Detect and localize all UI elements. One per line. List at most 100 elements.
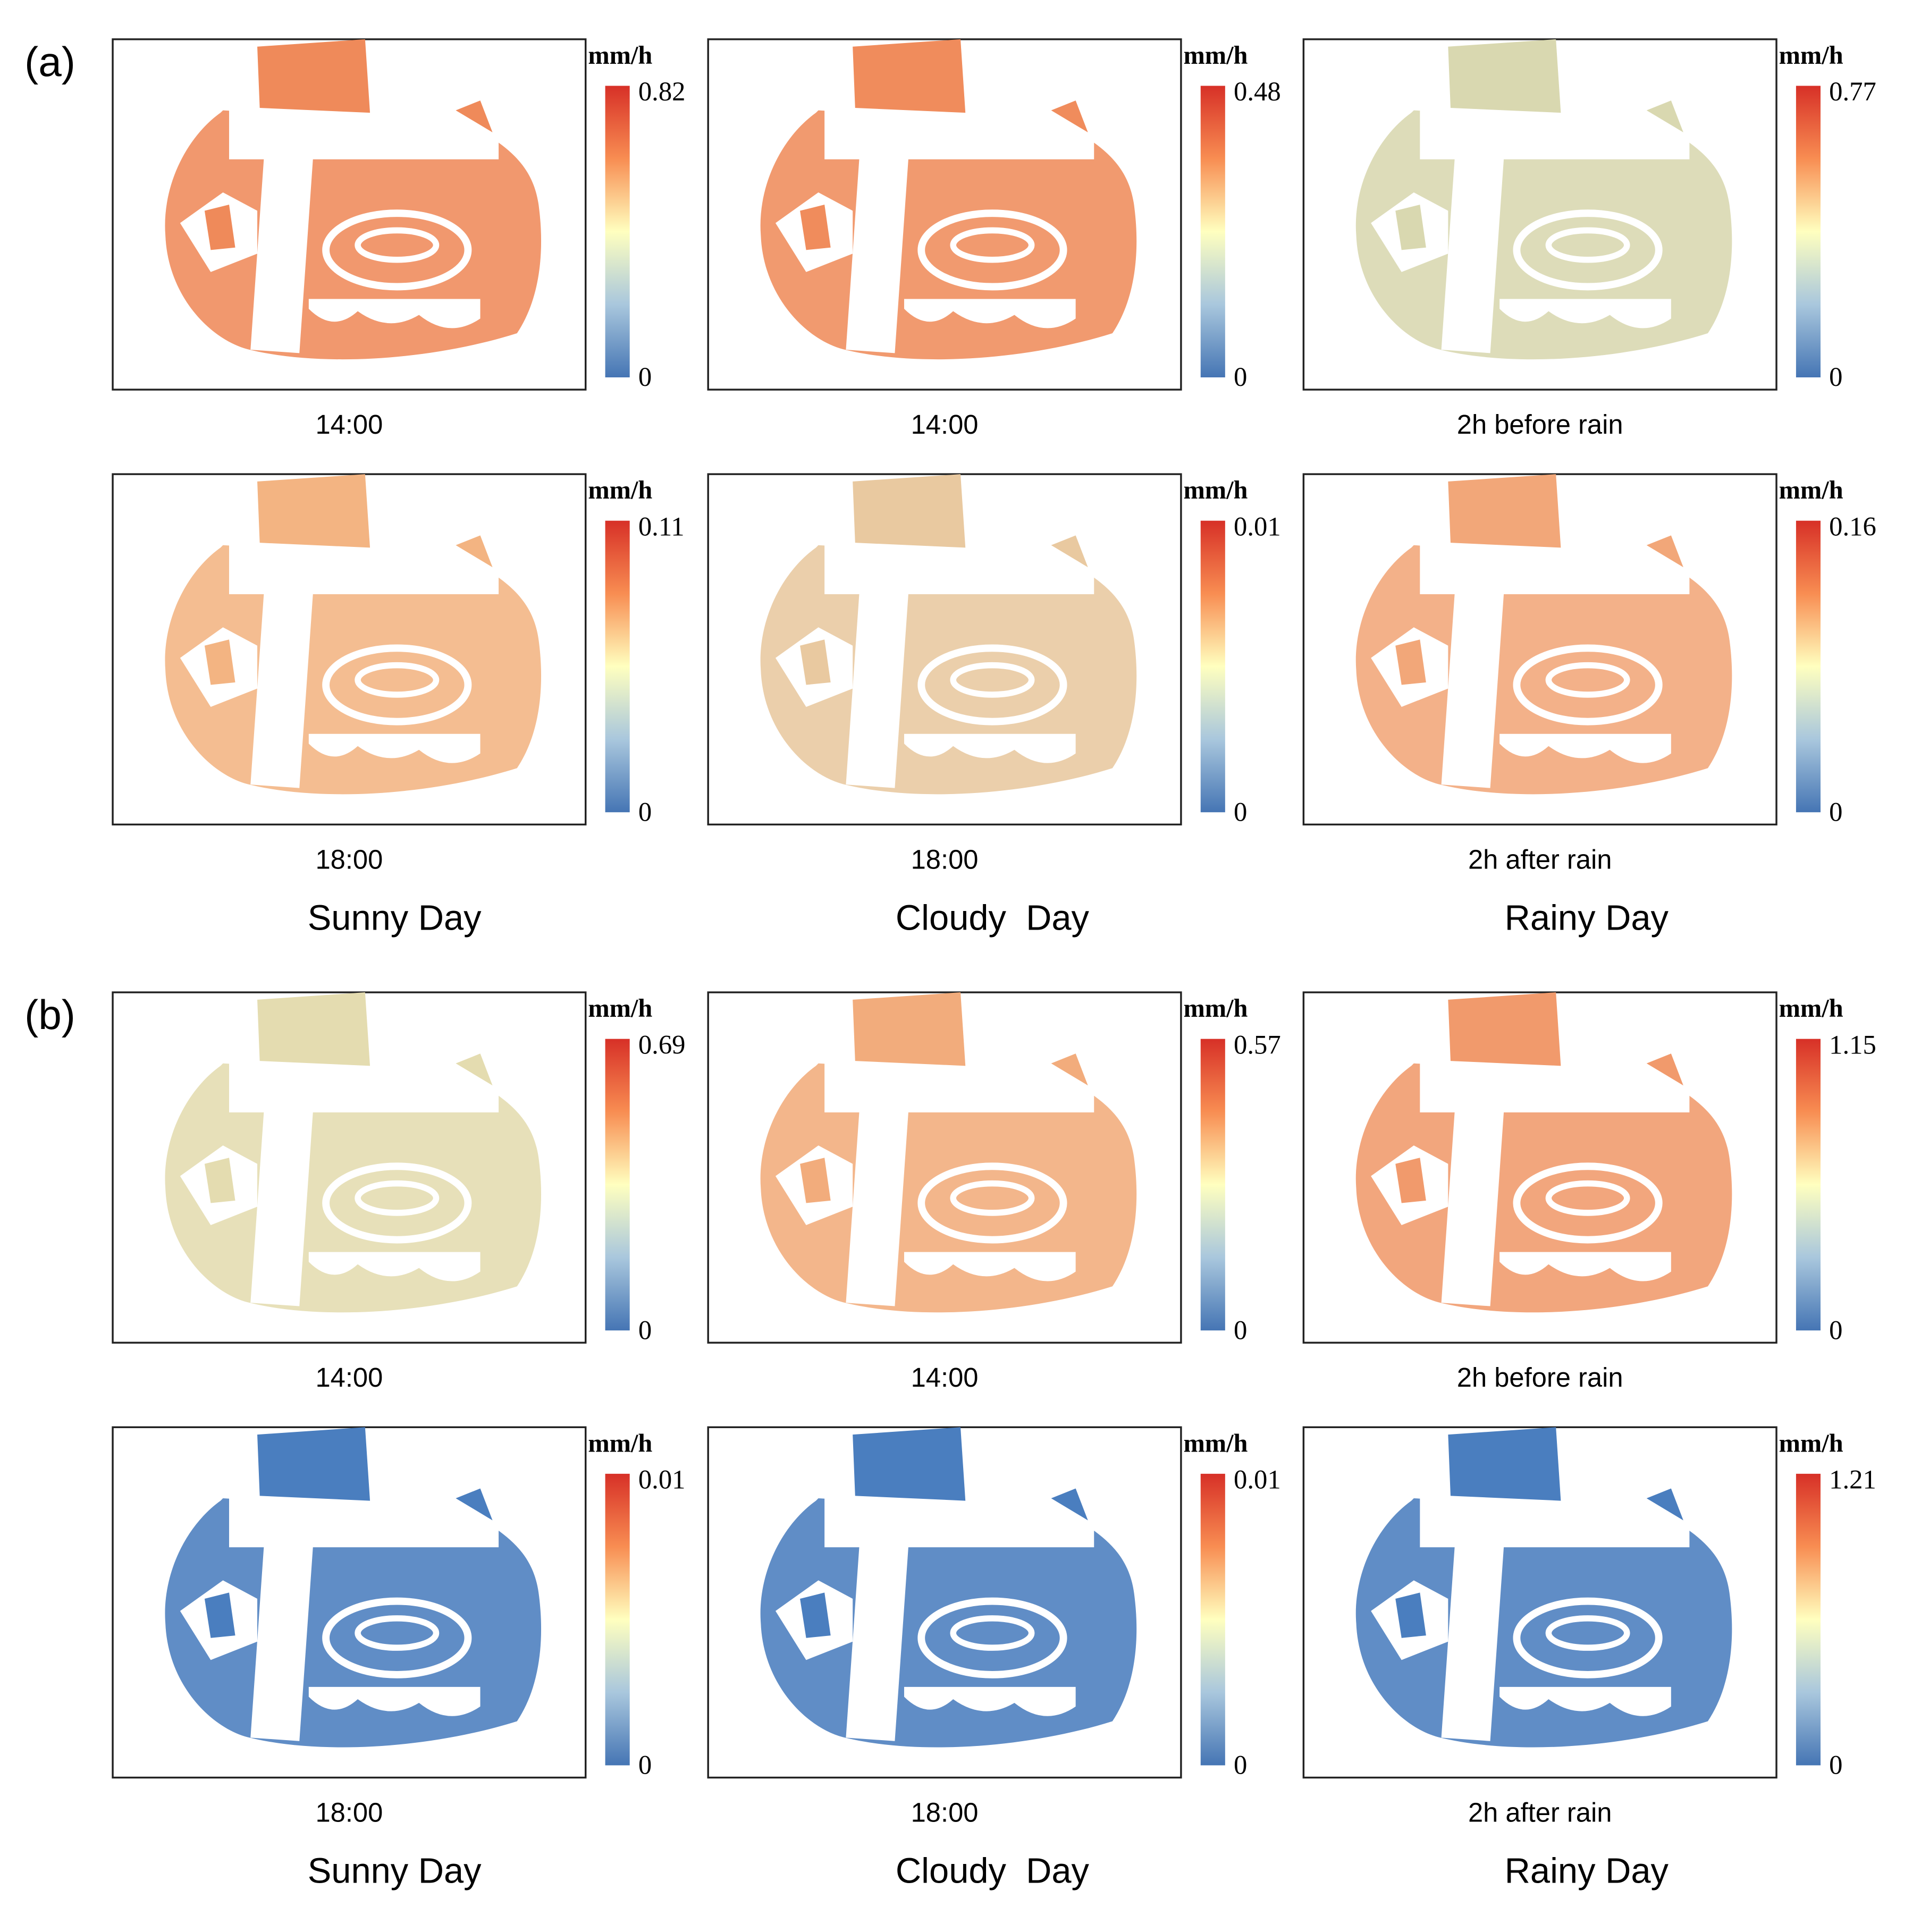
unit-label: mm/h [1183,41,1248,70]
map-cutout [250,1107,313,1306]
map [760,39,1137,360]
time-label: 2h before rain [1457,409,1623,440]
map-ring [355,1615,440,1651]
time-label: 18:00 [315,1797,383,1827]
colorbar-min: 0 [1829,1315,1842,1345]
colorbar-max: 0.69 [638,1030,686,1059]
colorbar-min: 0 [1234,1315,1247,1345]
map-ring [322,1162,472,1244]
map-panel: mm/h 1.21 0 2h after rain [1302,1426,1876,1827]
map-block [1051,1488,1088,1521]
map-cutout [250,1542,313,1741]
time-label: 18:00 [315,844,383,874]
map-cutout [204,205,235,250]
map-cutout [308,1686,481,1716]
map-block [257,474,370,548]
colorbar [1796,86,1821,378]
map-block [853,992,966,1066]
colorbar [1200,86,1225,378]
map-panel: mm/h 0.01 0 18:00 [707,473,1281,874]
day-label: Cloudy Day [896,898,1090,938]
time-label: 18:00 [911,1797,979,1827]
map-ring [1513,209,1663,291]
map [1355,1427,1732,1748]
map-cutout [204,1592,235,1638]
colorbar-max: 0.77 [1829,77,1876,106]
map-block [1051,1053,1088,1086]
colorbar-min: 0 [1234,1750,1247,1780]
map-cutout [800,205,831,250]
map-block [853,474,966,548]
day-label: Rainy Day [1505,898,1669,938]
map-block [456,100,493,133]
map-ring [1513,1162,1663,1244]
map-ring [322,644,472,725]
map-cutout [1395,1592,1426,1638]
map-ring [950,1180,1035,1216]
colorbar-min: 0 [638,797,652,826]
colorbar [1200,520,1225,813]
unit-label: mm/h [1779,41,1843,70]
map-cutout [1395,1158,1426,1203]
colorbar [605,1039,630,1331]
colorbar-min: 0 [1829,362,1842,392]
time-label: 2h after rain [1468,1797,1612,1827]
map-ring [355,227,440,263]
map-block [257,1427,370,1501]
day-label: Rainy Day [1505,1851,1669,1891]
map [165,992,542,1313]
map-block [1448,474,1561,548]
map-block [1448,1427,1561,1501]
map-ring [1513,644,1663,725]
colorbar-max: 0.48 [1234,77,1281,106]
map-ring [950,662,1035,698]
colorbar-max: 0.01 [1234,1465,1281,1495]
colorbar [1796,1039,1821,1331]
unit-label: mm/h [588,994,652,1023]
map-block [853,1427,966,1501]
map-block [1646,1053,1683,1086]
colorbar-max: 0.01 [638,1465,686,1495]
map-cutout [1441,1107,1504,1306]
map-panel: mm/h 0.82 0 14:00 [112,38,686,440]
day-label: Sunny Day [308,1851,482,1891]
map-cutout [250,589,313,788]
map-ring [322,209,472,291]
colorbar-max: 0.16 [1829,511,1876,541]
map-panel: mm/h 0.69 0 14:00 [112,991,686,1393]
map [1355,39,1732,360]
time-label: 2h before rain [1457,1362,1623,1393]
map [760,992,1137,1313]
unit-label: mm/h [588,476,652,504]
map-block [1646,1488,1683,1521]
map-block [257,992,370,1066]
panel-label: (a) [24,38,75,85]
map-panel: mm/h 0.48 0 14:00 [707,38,1281,440]
map-panel: mm/h 0.01 0 18:00 [112,1426,686,1827]
map-cutout [1395,639,1426,685]
map-cutout [904,733,1076,763]
map-block [257,39,370,113]
time-label: 14:00 [315,1362,383,1393]
map-cutout [308,299,481,328]
map-panel: mm/h 0.11 0 18:00 [112,473,685,874]
unit-label: mm/h [1779,1429,1843,1457]
map-block [1448,992,1561,1066]
map-cutout [1441,589,1504,788]
time-label: 14:00 [911,409,979,440]
map-cutout [846,589,909,788]
map-panel: mm/h 0.77 0 2h before rain [1302,38,1876,440]
colorbar-max: 0.11 [638,511,685,541]
map-ring [917,1597,1067,1678]
map-cutout [904,299,1076,328]
map-ring [355,662,440,698]
map-cutout [846,1107,909,1306]
unit-label: mm/h [1183,1429,1248,1457]
map-ring [1545,1615,1630,1651]
colorbar-max: 1.15 [1829,1030,1876,1059]
map-cutout [250,154,313,353]
unit-label: mm/h [588,41,652,70]
map-block [456,1488,493,1521]
panel-label: (b) [24,991,75,1038]
time-label: 14:00 [315,409,383,440]
